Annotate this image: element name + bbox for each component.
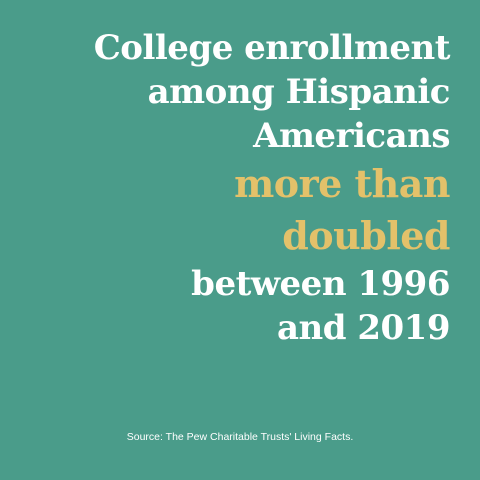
headline: College enrollment among Hispanic Americ… [30,26,451,350]
headline-line-1: College enrollment [93,28,451,68]
source-note: Source: The Pew Charitable Trusts' Livin… [126,431,354,443]
headline-line-3: Americans [253,116,450,156]
headline-line-4: between 1996 [191,264,450,304]
highlight-line-2: doubled [282,213,450,258]
highlight-line-1: more than [234,161,450,206]
headline-line-5: and 2019 [277,308,451,348]
headline-line-2: among Hispanic [147,72,451,112]
